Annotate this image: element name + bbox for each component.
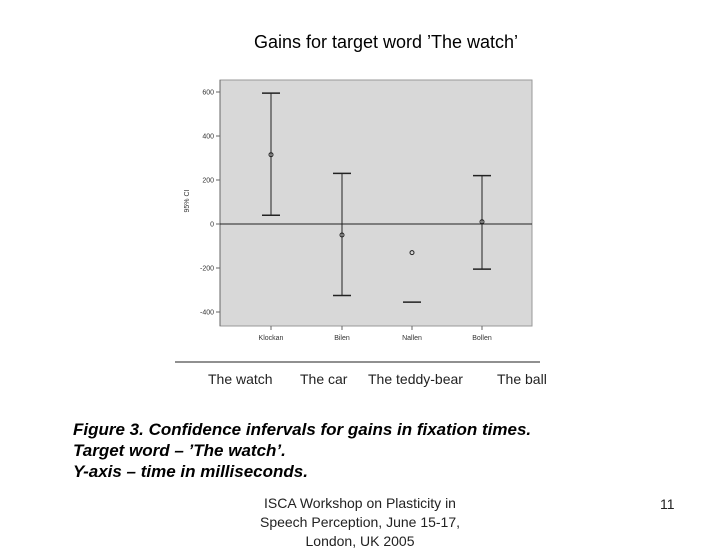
- x-tick-label: Bilen: [334, 335, 350, 342]
- y-tick-label: -400: [200, 310, 214, 317]
- mean-marker: [409, 250, 415, 256]
- x-tick-label: Bollen: [472, 335, 492, 342]
- footer-line: Speech Perception, June 15-17,: [259, 514, 461, 530]
- footer-line: London, UK 2005: [305, 533, 415, 549]
- english-label-ball: The ball: [497, 371, 547, 387]
- caption-line: Target word – ’The watch’.: [73, 441, 286, 460]
- y-tick-label: 200: [202, 178, 214, 185]
- caption-line: Figure 3. Confidence infervals for gains…: [73, 420, 532, 439]
- footer: ISCA Workshop on Plasticity in Speech Pe…: [240, 494, 480, 551]
- english-label-watch: The watch: [208, 371, 273, 387]
- x-tick-label: Nallen: [402, 335, 422, 342]
- y-tick-label: 0: [210, 222, 214, 229]
- page-number: 11: [660, 496, 675, 512]
- mean-marker: [479, 219, 485, 225]
- mean-marker: [339, 232, 345, 238]
- mean-marker: [268, 152, 274, 158]
- footer-line: ISCA Workshop on Plasticity in: [264, 495, 456, 511]
- y-tick-label: 600: [202, 90, 214, 97]
- slide-title: Gains for target word ’The watch’: [253, 32, 519, 52]
- y-tick-label: -200: [200, 266, 214, 273]
- english-label-teddy-bear: The teddy-bear: [368, 371, 463, 387]
- y-tick-label: 400: [202, 134, 214, 141]
- x-tick-label: Klockan: [259, 335, 284, 342]
- plot-area: [219, 79, 533, 327]
- english-label-car: The car: [300, 371, 348, 387]
- y-axis-label: 95% CI: [184, 189, 191, 212]
- caption-line: Y-axis – time in milliseconds.: [73, 462, 308, 481]
- figure-caption: Figure 3. Confidence infervals for gains…: [73, 419, 673, 482]
